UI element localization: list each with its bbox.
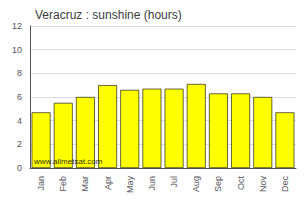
svg-text:4: 4 bbox=[17, 116, 22, 126]
svg-text:Apr: Apr bbox=[103, 176, 113, 190]
svg-text:Aug: Aug bbox=[191, 176, 201, 192]
svg-text:Sep: Sep bbox=[213, 176, 223, 192]
svg-text:www.allmetsat.com: www.allmetsat.com bbox=[33, 157, 103, 166]
svg-text:10: 10 bbox=[12, 45, 22, 55]
svg-text:Nov: Nov bbox=[258, 176, 268, 193]
svg-text:8: 8 bbox=[17, 68, 22, 78]
svg-text:Jan: Jan bbox=[36, 176, 46, 191]
svg-text:Mar: Mar bbox=[80, 176, 90, 192]
svg-text:Feb: Feb bbox=[58, 176, 68, 192]
svg-text:0: 0 bbox=[17, 163, 22, 173]
svg-text:Veracruz : sunshine (hours): Veracruz : sunshine (hours) bbox=[35, 8, 182, 22]
svg-text:Jul: Jul bbox=[169, 176, 179, 188]
svg-text:May: May bbox=[125, 176, 135, 194]
svg-text:Jun: Jun bbox=[147, 176, 157, 191]
svg-text:6: 6 bbox=[17, 92, 22, 102]
svg-text:Dec: Dec bbox=[280, 176, 290, 193]
svg-text:2: 2 bbox=[17, 139, 22, 149]
svg-text:12: 12 bbox=[12, 21, 22, 31]
svg-text:Oct: Oct bbox=[236, 176, 246, 191]
